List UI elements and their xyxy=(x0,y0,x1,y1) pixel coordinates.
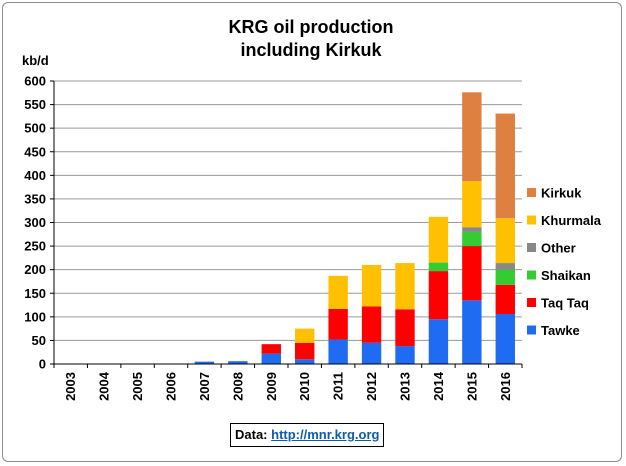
y-tick-label: 400 xyxy=(24,168,46,183)
bar-shaikan-2016 xyxy=(495,269,515,285)
bar-other-2016 xyxy=(495,263,515,270)
bar-tawke-2014 xyxy=(428,319,449,364)
bars xyxy=(194,92,515,364)
x-tick-label: 2010 xyxy=(297,372,312,401)
y-tick-label: 150 xyxy=(24,286,46,301)
legend-label-khurmala: Khurmala xyxy=(541,213,602,228)
bar-tawke-2012 xyxy=(361,342,382,364)
x-tick-label: 2014 xyxy=(431,371,446,401)
x-tick-label: 2013 xyxy=(398,372,413,401)
legend-label-taq-taq: Taq Taq xyxy=(541,296,589,311)
legend: Kirkuk Khurmala Other Shaikan Taq Taq Tawke xyxy=(527,186,602,338)
bar-kirkuk-2015 xyxy=(462,92,482,181)
bar-tawke-2013 xyxy=(395,346,415,364)
gridlines xyxy=(54,80,522,341)
y-tick-label: 500 xyxy=(24,121,46,136)
bar-khurmala-2012 xyxy=(361,264,382,307)
bar-shaikan-2015 xyxy=(462,231,482,247)
x-tick-label: 2012 xyxy=(364,372,379,401)
legend-label-shaikan: Shaikan xyxy=(541,268,591,283)
bar-khurmala-2015 xyxy=(462,180,482,228)
bar-khurmala-2016 xyxy=(495,218,515,264)
x-tick-label: 2005 xyxy=(130,372,145,401)
y-axis-label: kb/d xyxy=(22,53,49,68)
bar-taq-taq-2010 xyxy=(295,342,315,360)
y-tick-label: 200 xyxy=(24,262,46,277)
bar-tawke-2008 xyxy=(228,361,248,364)
bar-shaikan-2014 xyxy=(428,262,449,272)
bar-taq-taq-2015 xyxy=(462,246,482,301)
legend-swatch-tawke xyxy=(527,325,536,335)
bar-tawke-2016 xyxy=(495,314,515,364)
bar-khurmala-2013 xyxy=(395,263,415,310)
bar-khurmala-2011 xyxy=(328,275,348,309)
x-tick-label: 2009 xyxy=(264,372,279,401)
bar-taq-taq-2011 xyxy=(328,308,348,340)
legend-swatch-kirkuk xyxy=(527,188,536,197)
bar-tawke-2007 xyxy=(194,361,215,364)
x-tick-label: 2008 xyxy=(230,372,245,401)
bar-taq-taq-2013 xyxy=(395,309,415,347)
x-tick-label: 2011 xyxy=(331,372,346,400)
legend-swatch-khurmala xyxy=(527,215,536,225)
y-tick-label: 550 xyxy=(24,97,46,112)
bar-taq-taq-2014 xyxy=(428,271,449,320)
data-source-link[interactable]: http://mnr.krg.org xyxy=(271,427,380,442)
data-source-box: Data: http://mnr.krg.org xyxy=(230,423,385,447)
y-tick-label: 450 xyxy=(24,144,46,159)
bar-khurmala-2014 xyxy=(428,216,449,263)
y-tick-label: 250 xyxy=(24,239,46,254)
bar-tawke-2015 xyxy=(462,300,482,364)
bar-tawke-2011 xyxy=(328,339,348,364)
x-tick-label: 2003 xyxy=(63,372,78,401)
bar-other-2015 xyxy=(462,227,482,232)
legend-label-kirkuk: Kirkuk xyxy=(541,186,582,201)
legend-label-other: Other xyxy=(541,241,576,256)
legend-label-tawke: Tawke xyxy=(541,323,580,338)
y-tick-label: 100 xyxy=(24,309,46,324)
y-axis-ticks: 0 50 100 150 200 250 300 350 400 450 500 550 600 xyxy=(24,74,54,372)
bar-tawke-2010 xyxy=(295,359,315,364)
y-tick-label: 0 xyxy=(39,357,46,372)
x-tick-label: 2015 xyxy=(464,372,479,401)
y-tick-label: 350 xyxy=(24,191,46,206)
chart-frame xyxy=(2,2,622,462)
bar-taq-taq-2012 xyxy=(361,306,382,343)
x-tick-label: 2004 xyxy=(97,371,112,401)
legend-swatch-other xyxy=(527,243,536,252)
x-axis-ticks: 2003 2004 2005 2006 2007 2008 2009 2010 2011 2012… xyxy=(53,364,523,401)
bar-khurmala-2010 xyxy=(295,328,315,343)
x-tick-label: 2016 xyxy=(498,372,513,401)
chart-title-line-2: including Kirkuk xyxy=(240,40,382,60)
bar-tawke-2009 xyxy=(261,353,281,364)
y-tick-label: 50 xyxy=(32,333,46,348)
bar-taq-taq-2009 xyxy=(261,344,281,354)
legend-swatch-shaikan xyxy=(527,270,536,280)
legend-swatch-taq-taq xyxy=(527,298,536,307)
x-tick-label: 2006 xyxy=(164,372,179,401)
y-tick-label: 300 xyxy=(24,215,46,230)
x-tick-label: 2007 xyxy=(197,372,212,401)
chart-title-line-1: KRG oil production xyxy=(229,17,394,37)
bar-taq-taq-2016 xyxy=(495,284,515,315)
y-tick-label: 600 xyxy=(24,74,46,89)
data-source-prefix: Data: xyxy=(235,427,268,442)
bar-kirkuk-2016 xyxy=(495,113,515,219)
